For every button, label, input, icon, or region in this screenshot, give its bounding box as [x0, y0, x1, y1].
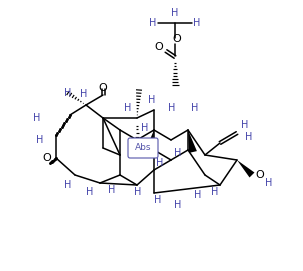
Text: H: H	[245, 132, 253, 142]
Text: Abs: Abs	[135, 144, 151, 153]
Text: H: H	[141, 123, 149, 133]
Text: H: H	[171, 8, 179, 18]
Text: H: H	[124, 103, 132, 113]
Text: H: H	[33, 113, 41, 123]
Text: H: H	[193, 18, 201, 28]
Text: H: H	[154, 195, 162, 205]
Polygon shape	[237, 160, 255, 178]
Text: O: O	[43, 153, 52, 163]
Text: H: H	[156, 158, 164, 168]
Text: H: H	[80, 89, 88, 99]
Text: H: H	[211, 187, 219, 197]
Text: H: H	[174, 200, 182, 210]
Text: O: O	[256, 170, 265, 180]
Text: O: O	[155, 42, 163, 52]
Text: H: H	[36, 135, 44, 145]
Text: H: H	[86, 187, 94, 197]
Text: H: H	[168, 103, 176, 113]
FancyBboxPatch shape	[128, 138, 158, 158]
Text: H: H	[194, 190, 202, 200]
Text: H: H	[241, 120, 249, 130]
Text: H: H	[134, 187, 142, 197]
Text: H: H	[148, 95, 156, 105]
Text: H: H	[108, 185, 116, 195]
Text: H: H	[64, 180, 72, 190]
Polygon shape	[188, 130, 197, 153]
Text: H: H	[191, 103, 199, 113]
Text: H: H	[265, 178, 273, 188]
Text: H: H	[174, 148, 182, 158]
Polygon shape	[145, 130, 154, 153]
Text: H: H	[64, 88, 72, 98]
Text: O: O	[173, 34, 181, 44]
Text: H: H	[149, 18, 157, 28]
Text: O: O	[98, 83, 107, 93]
